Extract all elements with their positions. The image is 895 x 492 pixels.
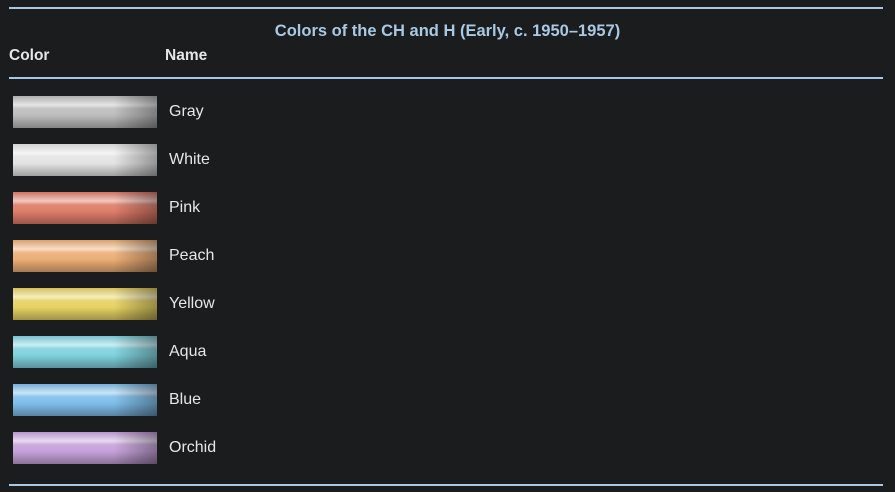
table-row: Orchid (13, 432, 413, 464)
color-swatch (13, 288, 157, 320)
color-name: White (169, 151, 210, 168)
header-color: Color (9, 47, 50, 64)
color-name: Orchid (169, 439, 217, 456)
table-row: Pink (13, 192, 413, 224)
table-row: Blue (13, 384, 413, 416)
bottom-rule (9, 484, 883, 486)
color-name: Peach (169, 247, 215, 264)
table-row: Yellow (13, 288, 413, 320)
color-swatch (13, 432, 157, 464)
color-name: Pink (169, 199, 201, 216)
color-name: Blue (169, 391, 202, 408)
table-row: Peach (13, 240, 413, 272)
header-rule (9, 77, 883, 79)
color-swatch (13, 192, 157, 224)
color-swatch (13, 336, 157, 368)
color-swatch (13, 96, 157, 128)
header-name: Name (165, 47, 208, 64)
table-row: White (13, 144, 413, 176)
table-caption: Colors of the CH and H (Early, c. 1950–1… (274, 22, 621, 40)
color-name: Gray (169, 103, 204, 120)
table-row: Aqua (13, 336, 413, 368)
color-name: Yellow (169, 295, 215, 312)
top-rule (9, 7, 883, 9)
color-swatch (13, 144, 157, 176)
table-row: Gray (13, 96, 413, 128)
color-swatch (13, 384, 157, 416)
color-name: Aqua (169, 343, 207, 360)
color-swatch (13, 240, 157, 272)
